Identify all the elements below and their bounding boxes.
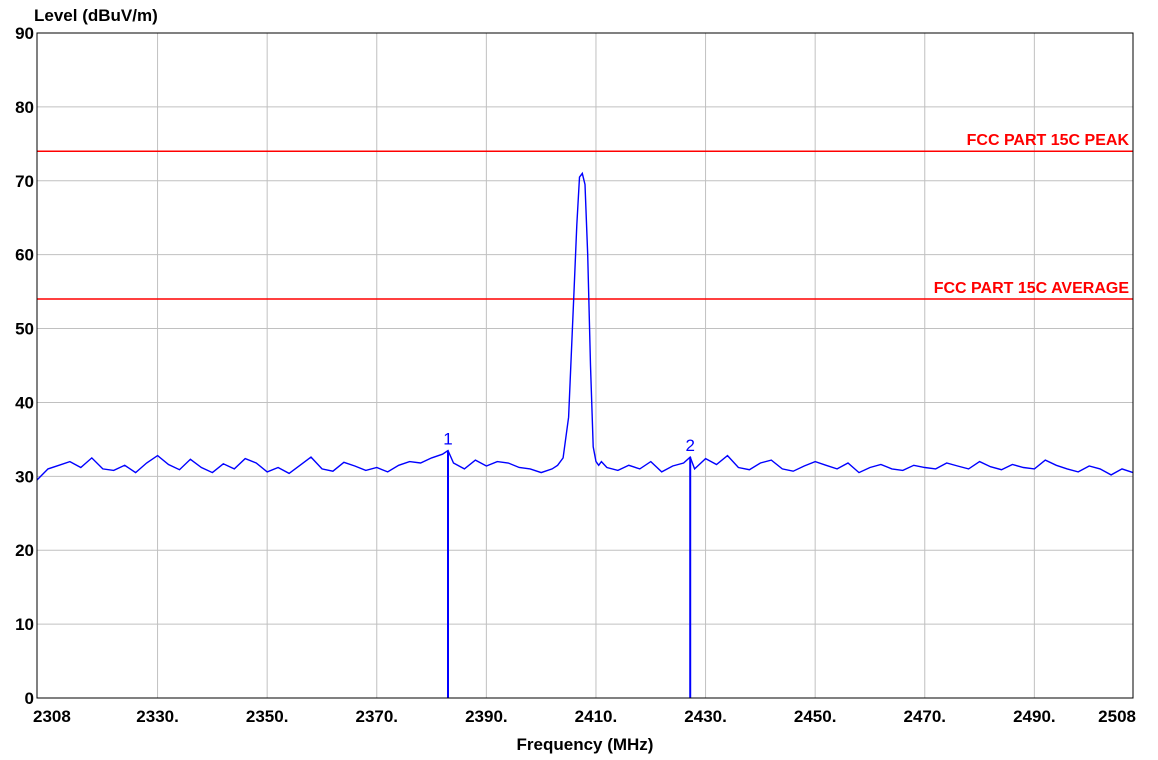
x-tick-label: 2410. (575, 707, 618, 726)
y-tick-label: 80 (15, 98, 34, 117)
limit-line-label: FCC PART 15C PEAK (967, 132, 1130, 149)
y-tick-labels: 0 10 20 30 40 50 60 70 80 90 (15, 24, 34, 708)
x-tick-label: 2370. (355, 707, 398, 726)
y-tick-label: 70 (15, 172, 34, 191)
x-tick-label: 2508 (1098, 707, 1136, 726)
y-tick-label: 60 (15, 246, 34, 265)
y-axis-title: Level (dBuV/m) (34, 6, 158, 25)
y-tick-label: 40 (15, 393, 34, 412)
marker-label: 2 (685, 436, 694, 455)
y-tick-label: 0 (25, 689, 34, 708)
trace-line (36, 171, 1134, 481)
marker-label: 1 (443, 429, 452, 448)
x-axis-title: Frequency (MHz) (517, 735, 654, 754)
x-tick-label: 2430. (684, 707, 727, 726)
x-tick-label: 2330. (136, 707, 179, 726)
y-tick-label: 20 (15, 541, 34, 560)
y-tick-label: 90 (15, 24, 34, 43)
limit-line-label: FCC PART 15C AVERAGE (934, 280, 1130, 297)
series-layer (36, 171, 1134, 481)
plot-frame (36, 32, 1134, 699)
x-tick-label: 2390. (465, 707, 508, 726)
x-tick-label: 2308 (33, 707, 71, 726)
y-tick-label: 30 (15, 467, 34, 486)
x-tick-label: 2470. (903, 707, 946, 726)
limit-lines: FCC PART 15C PEAK FCC PART 15C AVERAGE (37, 132, 1133, 300)
y-tick-label: 10 (15, 615, 34, 634)
x-tick-label: 2350. (246, 707, 289, 726)
x-tick-labels: 2308 2330. 2350. 2370. 2390. 2410. 2430. 2450. 2… (33, 707, 1136, 726)
plot-background (37, 33, 1133, 698)
y-tick-label: 50 (15, 320, 34, 339)
x-tick-label: 2490. (1013, 707, 1056, 726)
x-tick-label: 2450. (794, 707, 837, 726)
